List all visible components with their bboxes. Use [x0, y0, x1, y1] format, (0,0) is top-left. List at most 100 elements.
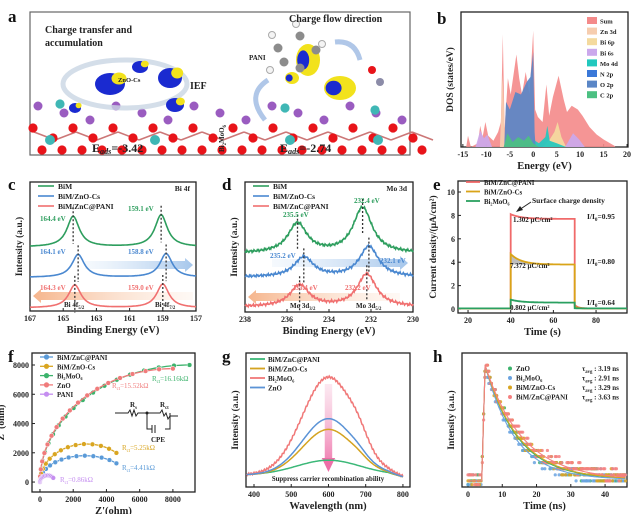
text-part: =0.64: [597, 298, 615, 307]
data-point: [471, 473, 475, 477]
oxygen-atom: [57, 145, 67, 155]
x-tick-label: 700: [360, 490, 372, 499]
text-part: R: [122, 464, 127, 472]
legend-label: BiM/ZnO-Cs: [273, 192, 315, 201]
panel-label: g: [222, 347, 231, 366]
dos-area-sum: [466, 30, 616, 147]
peak-energy-label: 235.2 eV: [270, 252, 296, 260]
data-point: [90, 453, 96, 459]
data-point: [48, 433, 55, 439]
text-part: I/I: [587, 212, 595, 221]
x-tick-label: 234: [323, 315, 335, 324]
x-tick-label: 0: [531, 150, 535, 159]
y-axis-label: Z''(ohm): [0, 405, 7, 441]
data-point: [557, 454, 561, 459]
charge-transfer-resistance: Rct=15.52kΩ: [112, 382, 149, 392]
panel-label: e: [433, 175, 441, 194]
data-point: [58, 447, 64, 453]
x-axis-label: Binding Energy (eV): [67, 325, 160, 336]
pl-spectrum-line: [245, 374, 404, 478]
data-point: [596, 467, 600, 471]
data-point: [117, 375, 123, 381]
oxygen-atom: [97, 145, 107, 155]
hydrogen-atom: [266, 66, 274, 74]
data-point: [156, 366, 162, 372]
data-point: [65, 454, 72, 461]
oxygen-atom: [408, 133, 418, 143]
plot-frame: [244, 181, 414, 313]
circuit-rct-label: Rct: [160, 401, 169, 411]
data-point: [549, 454, 553, 459]
data-point: [564, 473, 568, 477]
bismuth-atom: [319, 115, 329, 125]
charge-transfer-resistance: Rct=16.16kΩ: [152, 375, 189, 385]
arrowhead-icon: [321, 458, 336, 472]
oxygen-atom: [177, 145, 187, 155]
data-point: [106, 446, 112, 452]
subscript: 6: [223, 124, 228, 127]
text-part: =5.25kΩ: [130, 444, 155, 452]
text-part: Bi: [218, 145, 226, 152]
legend-label: Bi₂MoO₆: [57, 374, 83, 381]
text-part: =-2.74: [299, 141, 331, 155]
subscript: 2: [223, 142, 228, 145]
data-point: [570, 461, 574, 465]
oxygen-atom: [237, 145, 247, 155]
legend-label: Bi 6p: [600, 40, 615, 47]
oxygen-atom: [388, 123, 398, 133]
text-part: : 3.19 ns: [592, 365, 619, 373]
subscript: 5/2: [78, 306, 85, 311]
bismuth-atom: [85, 115, 95, 125]
data-point: [554, 454, 559, 459]
bond: [390, 131, 413, 141]
text-part: τ: [582, 375, 586, 383]
subscript: ct: [165, 406, 169, 411]
x-tick-label: -5: [506, 150, 513, 159]
data-point: [540, 467, 544, 471]
subscript: 5/2: [375, 307, 382, 312]
lifetime-label: τavg : 3.63 ns: [582, 394, 619, 404]
peak-energy-label: 158.8 eV: [128, 248, 154, 256]
data-point: [521, 430, 525, 434]
legend-swatch: [587, 38, 597, 46]
x-tick-label: 5: [555, 150, 559, 159]
dos-area-zn-3d: [499, 74, 506, 147]
data-point: [594, 467, 598, 471]
charge-density-value: 0.802 μC/cm²: [510, 304, 550, 312]
circuit-wiring: [115, 408, 178, 433]
oxygen-atom: [88, 133, 98, 143]
data-point: [113, 460, 120, 466]
oxygen-atom: [397, 145, 407, 155]
oxygen-atom: [277, 145, 287, 155]
oxygen-atom: [357, 145, 367, 155]
text-part: I/I: [587, 257, 595, 266]
carbon-atom: [279, 57, 289, 67]
data-point: [517, 424, 521, 428]
data-point: [616, 473, 620, 477]
x-tick-label: 500: [285, 490, 297, 499]
fit-line: [468, 365, 626, 482]
peak-energy-label: 159.0 eV: [128, 284, 154, 292]
charge-flow-title: Charge flow direction: [289, 14, 383, 25]
x-tick-label: 20: [533, 490, 541, 499]
data-point: [553, 473, 557, 477]
x-tick-label: 167: [24, 314, 36, 323]
bond: [327, 131, 350, 141]
data-point: [476, 482, 481, 487]
data-point: [506, 412, 510, 416]
legend-marker: [508, 395, 512, 399]
y-tick-label: 8000: [13, 361, 29, 370]
bismuth-atom: [189, 101, 199, 111]
data-point: [548, 467, 552, 471]
legend-marker: [508, 385, 512, 390]
legend-swatch: [587, 80, 597, 88]
pl-spectrum-line: [246, 459, 404, 478]
subscript: ct: [157, 380, 161, 385]
data-point: [73, 453, 80, 459]
data-point: [608, 479, 612, 483]
nitrogen-atom: [376, 78, 384, 86]
data-point: [474, 473, 478, 477]
shift-arrow-icon: [248, 290, 400, 304]
oxygen-atom: [257, 145, 267, 155]
x-tick-label: 2000: [65, 495, 81, 504]
